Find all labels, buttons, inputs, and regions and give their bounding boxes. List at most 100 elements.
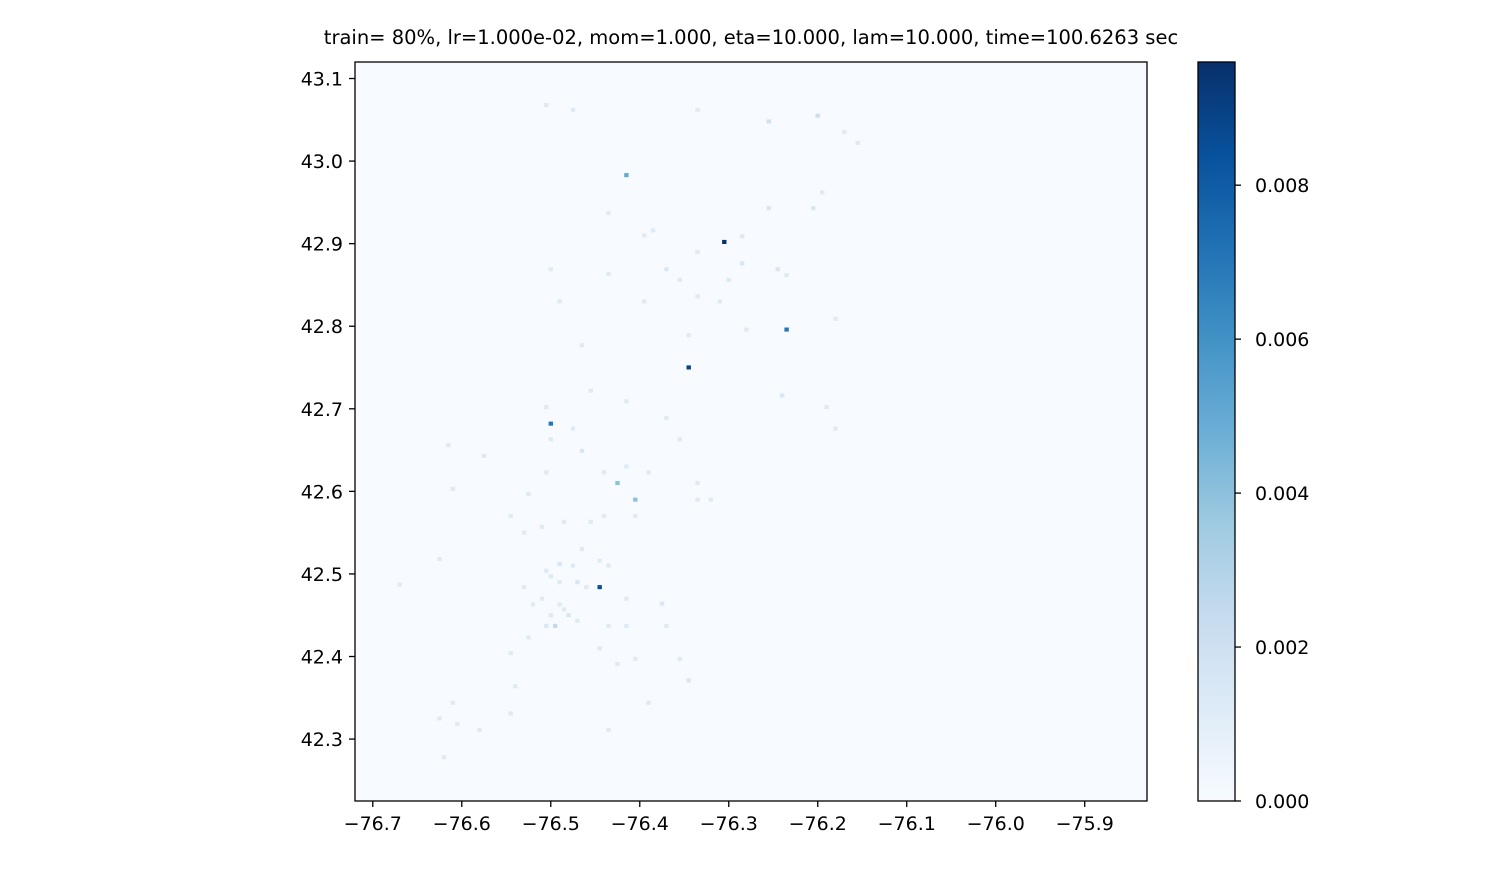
- colorbar-tick-label: 0.006: [1255, 329, 1309, 351]
- x-axis: −76.7 −76.6 −76.5 −76.4 −76.3 −76.2 −76.1 −76.0…: [344, 801, 1114, 835]
- colorbar-tick-label: 0.002: [1255, 637, 1309, 659]
- heatmap-cell: [397, 582, 402, 587]
- x-tick-label: −76.4: [611, 813, 669, 835]
- heatmap-cell: [566, 613, 571, 618]
- heatmap-cell: [624, 596, 629, 601]
- x-tick-label: −76.6: [433, 813, 491, 835]
- heatmap-cell: [606, 272, 611, 277]
- heatmap-cell: [450, 486, 456, 491]
- heatmap-cell: [717, 299, 722, 304]
- heatmap-cell: [624, 623, 629, 628]
- heatmap-cell: [722, 239, 727, 244]
- heatmap-cell: [508, 514, 513, 519]
- heatmap-cell: [811, 206, 816, 211]
- heatmap-cell: [833, 316, 838, 321]
- heatmap-cell: [775, 267, 780, 272]
- heatmap-cell: [450, 700, 456, 705]
- x-tick-label: −75.9: [1056, 813, 1114, 835]
- heatmap-cell: [561, 519, 567, 524]
- heatmap-cell: [686, 333, 691, 338]
- heatmap-cell: [530, 602, 536, 607]
- heatmap-cell: [544, 470, 549, 475]
- y-tick-label: 43.0: [301, 151, 343, 173]
- heatmap-cell: [446, 443, 451, 448]
- colorbar-ticks: 0.000 0.002 0.004 0.006 0.008: [1235, 175, 1309, 813]
- heatmap-cell: [695, 249, 700, 254]
- heatmap-cell: [606, 211, 611, 216]
- heatmap-cell: [646, 470, 651, 475]
- heatmap-cell: [544, 405, 549, 410]
- y-tick-label: 42.4: [301, 647, 343, 669]
- heatmap-cell: [570, 563, 576, 568]
- heatmap-cell: [579, 343, 585, 348]
- heatmap-cell: [477, 727, 482, 732]
- heatmap-cell: [606, 727, 611, 732]
- heatmap-cell: [677, 656, 682, 661]
- heatmap-cell: [521, 530, 527, 535]
- heatmap-cell: [739, 234, 745, 239]
- heatmap-plot-area: [354, 61, 1148, 802]
- heatmap-cell: [481, 453, 487, 458]
- x-tick-label: −76.1: [878, 813, 936, 835]
- heatmap-cell: [664, 623, 669, 628]
- heatmap-cell: [553, 623, 558, 628]
- heatmap-cell: [766, 206, 771, 211]
- heatmap-cell: [588, 519, 593, 524]
- heatmap-cell: [624, 173, 629, 178]
- heatmap-cell: [779, 393, 785, 398]
- heatmap-cell: [664, 415, 669, 420]
- heatmap-cell: [508, 711, 513, 716]
- heatmap-cell: [579, 448, 585, 453]
- heatmap-cell: [695, 497, 700, 502]
- colorbar: 0.000 0.002 0.004 0.006 0.008: [1197, 61, 1309, 813]
- heatmap-cell: [557, 580, 562, 585]
- heatmap-cell: [633, 514, 638, 519]
- y-tick-label: 43.1: [301, 69, 343, 91]
- heatmap-cell: [437, 557, 442, 562]
- heatmap-cell: [521, 585, 527, 590]
- colorbar-tick-label: 0.000: [1255, 791, 1309, 813]
- heatmap-cell: [455, 722, 460, 727]
- heatmap-cell: [815, 113, 820, 118]
- colorbar-tick-label: 0.008: [1255, 175, 1309, 197]
- heatmap-cell: [441, 755, 447, 760]
- heatmap-cell: [584, 585, 589, 590]
- heatmap-cell: [597, 646, 602, 651]
- heatmap-cell: [539, 524, 545, 529]
- x-tick-label: −76.2: [789, 813, 847, 835]
- heatmap-cell: [624, 464, 629, 469]
- heatmap-cell: [784, 273, 789, 278]
- heatmap-cell: [588, 388, 593, 393]
- heatmap-cell: [606, 623, 611, 628]
- x-tick-label: −76.3: [700, 813, 758, 835]
- heatmap-cell: [664, 267, 669, 272]
- heatmap-cell: [695, 481, 700, 486]
- heatmap-cell: [513, 684, 518, 689]
- heatmap-cell: [548, 421, 553, 426]
- heatmap-cell: [557, 562, 562, 567]
- heatmap-cell: [548, 267, 553, 272]
- x-tick-label: −76.7: [344, 813, 402, 835]
- heatmap-cell: [650, 228, 656, 233]
- heatmap-cell: [744, 327, 749, 332]
- heatmap-cell: [615, 481, 620, 486]
- heatmap-cell: [820, 190, 825, 195]
- x-tick-label: −76.0: [967, 813, 1025, 835]
- heatmap-cell: [726, 277, 731, 282]
- heatmap-cells: [397, 102, 860, 760]
- plot-frame: [354, 61, 1148, 802]
- heatmap-cell: [548, 437, 553, 442]
- heatmap-cell: [557, 602, 562, 607]
- heatmap-cell: [526, 491, 531, 496]
- heatmap-cell: [526, 635, 531, 640]
- heatmap-cell: [544, 623, 549, 628]
- heatmap-cell: [642, 233, 647, 238]
- heatmap-cell: [570, 107, 576, 112]
- heatmap-cell: [597, 585, 602, 590]
- heatmap-cell: [606, 563, 611, 568]
- heatmap-cell: [570, 426, 576, 431]
- heatmap-cell: [508, 651, 513, 656]
- heatmap-cell: [548, 613, 553, 618]
- heatmap-cell: [539, 596, 545, 601]
